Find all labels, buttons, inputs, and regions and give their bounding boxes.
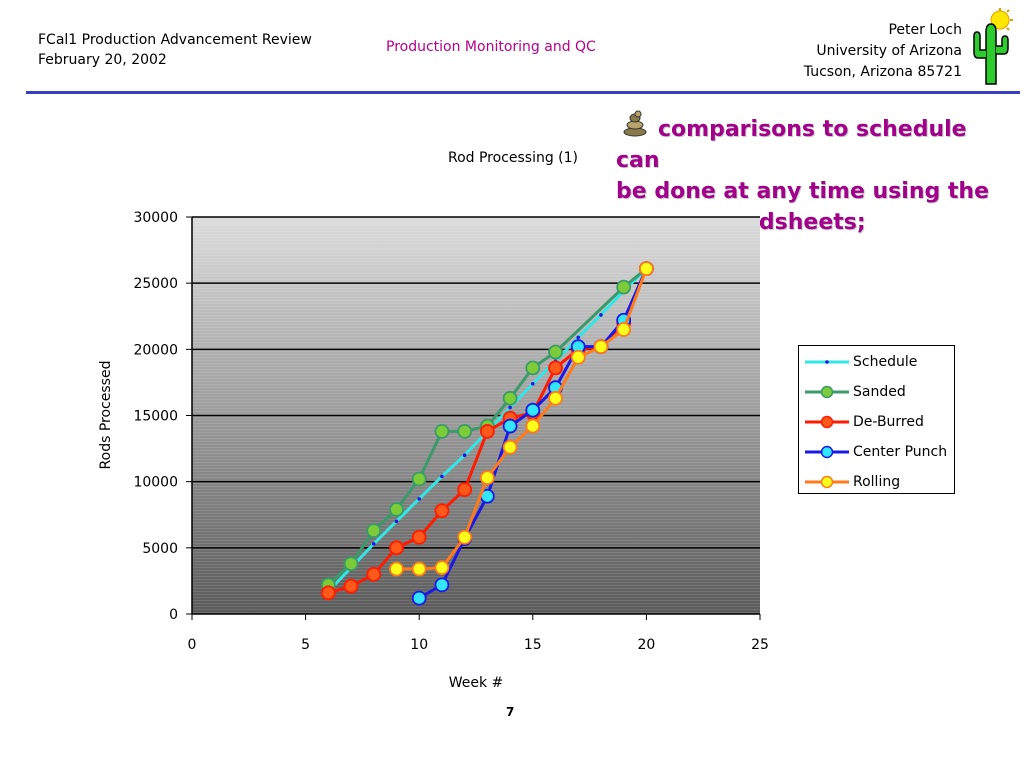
- y-tick-label: 30000: [133, 210, 178, 226]
- series-rolling: [389, 261, 654, 577]
- data-point-center-punch: [525, 402, 541, 418]
- data-point-schedule: [417, 497, 422, 501]
- legend-label-schedule: Schedule: [853, 354, 918, 370]
- data-point-schedule: [371, 542, 376, 546]
- data-point-sanded: [525, 360, 541, 376]
- data-point-sanded: [548, 344, 563, 360]
- legend-swatch-sanded: [805, 385, 849, 399]
- data-point-rolling: [389, 561, 404, 577]
- data-point-sanded: [457, 423, 473, 439]
- legend-item-schedule: Schedule: [805, 352, 917, 372]
- data-point-schedule: [394, 519, 399, 524]
- data-point-schedule: [599, 313, 603, 317]
- data-point-de-burred: [366, 566, 382, 582]
- chart-legend: Schedule Sanded De-Burred Center Punch Rolli…: [798, 345, 955, 494]
- data-point-de-burred: [479, 423, 495, 439]
- x-tick-label: 10: [410, 637, 428, 653]
- page-number: 7: [506, 705, 515, 719]
- header-divider: [26, 91, 1020, 94]
- author-name: Peter Loch: [888, 22, 962, 38]
- legend-item-de-burred: De-Burred: [805, 412, 924, 432]
- data-point-rolling: [593, 339, 609, 355]
- data-point-rolling: [616, 322, 632, 337]
- header-left: FCal1 Production Advancement Review Febr…: [38, 30, 312, 70]
- legend-swatch-rolling: [805, 475, 849, 489]
- y-tick-label: 0: [169, 607, 178, 623]
- cactus-logo-icon: [973, 8, 1013, 85]
- x-tick-label: 25: [751, 637, 769, 653]
- header-right: Peter Loch University of Arizona Tucson,…: [804, 20, 962, 83]
- data-point-rolling: [639, 261, 654, 277]
- legend-swatch-schedule: [805, 360, 849, 364]
- x-tick-label: 0: [188, 637, 197, 653]
- data-point-sanded: [434, 423, 450, 439]
- data-point-de-burred: [434, 503, 450, 519]
- legend-label-rolling: Rolling: [853, 474, 901, 490]
- data-point-sanded: [411, 471, 427, 487]
- author-affiliation: University of Arizona: [816, 43, 962, 59]
- data-point-de-burred: [320, 585, 336, 601]
- legend-label-center-punch: Center Punch: [853, 444, 948, 460]
- legend-item-center-punch: Center Punch: [805, 442, 947, 462]
- snake-bullet-icon: [623, 110, 647, 137]
- x-axis-label: Week #: [449, 675, 504, 691]
- data-point-de-burred: [548, 360, 563, 376]
- y-tick-label: 15000: [133, 409, 178, 425]
- data-point-rolling: [525, 418, 541, 434]
- data-point-center-punch: [434, 577, 450, 593]
- x-tick-label: 20: [637, 637, 655, 653]
- y-tick-label: 25000: [133, 276, 178, 292]
- data-point-schedule: [440, 474, 444, 479]
- data-point-rolling: [434, 560, 450, 576]
- data-point-sanded: [502, 390, 518, 406]
- data-point-schedule: [576, 335, 581, 340]
- data-point-rolling: [457, 529, 473, 545]
- presentation-date: February 20, 2002: [38, 52, 167, 68]
- data-point-sanded: [616, 279, 632, 295]
- y-tick-label: 10000: [133, 475, 178, 491]
- legend-label-sanded: Sanded: [853, 384, 906, 400]
- presentation-title: FCal1 Production Advancement Review: [38, 32, 312, 48]
- data-point-rolling: [479, 470, 495, 486]
- data-point-schedule: [508, 405, 512, 410]
- data-point-rolling: [548, 390, 563, 406]
- data-point-rolling: [411, 561, 427, 577]
- data-point-de-burred: [343, 578, 359, 594]
- legend-label-de-burred: De-Burred: [853, 414, 924, 430]
- legend-swatch-de-burred: [805, 415, 849, 429]
- x-tick-label: 5: [301, 637, 310, 653]
- legend-swatch-center-punch: [805, 445, 849, 459]
- comment-line-2: be done at any time using the: [616, 179, 989, 204]
- legend-item-sanded: Sanded: [805, 382, 906, 402]
- data-point-de-burred: [457, 482, 473, 498]
- data-point-center-punch: [411, 590, 427, 606]
- author-address: Tucson, Arizona 85721: [803, 64, 962, 80]
- y-tick-label: 5000: [142, 541, 178, 557]
- data-point-de-burred: [411, 529, 427, 545]
- y-axis-label: Rods Processed: [98, 361, 114, 470]
- data-point-sanded: [343, 556, 359, 572]
- x-tick-label: 15: [524, 637, 542, 653]
- data-point-sanded: [366, 523, 382, 539]
- legend-item-rolling: Rolling: [805, 472, 900, 492]
- y-tick-label: 20000: [133, 342, 178, 358]
- data-point-sanded: [389, 502, 404, 517]
- slide-section-title: Production Monitoring and QC: [386, 39, 596, 55]
- data-point-rolling: [502, 439, 518, 455]
- chart-title: Rod Processing (1): [448, 150, 578, 166]
- data-point-center-punch: [502, 418, 518, 434]
- comment-line-1: comparisons to schedule can: [616, 117, 967, 173]
- data-point-rolling: [570, 349, 586, 365]
- data-point-de-burred: [389, 540, 404, 556]
- data-point-schedule: [462, 453, 467, 458]
- data-point-schedule: [531, 381, 535, 386]
